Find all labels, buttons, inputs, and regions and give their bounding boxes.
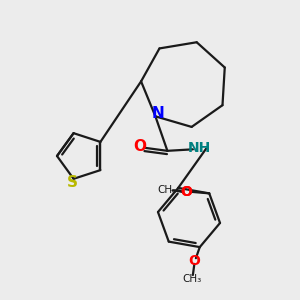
Text: O: O [180,185,192,199]
Text: O: O [180,185,192,199]
Text: S: S [67,175,78,190]
Text: N: N [152,106,164,121]
Text: CH₃: CH₃ [183,274,202,284]
Text: O: O [133,139,146,154]
Text: methoxy: methoxy [172,190,178,192]
Text: methoxy: methoxy [170,190,176,191]
Text: O: O [188,254,200,268]
Text: O: O [177,189,178,190]
Text: NH: NH [188,141,211,155]
Text: CH₃: CH₃ [157,185,176,195]
